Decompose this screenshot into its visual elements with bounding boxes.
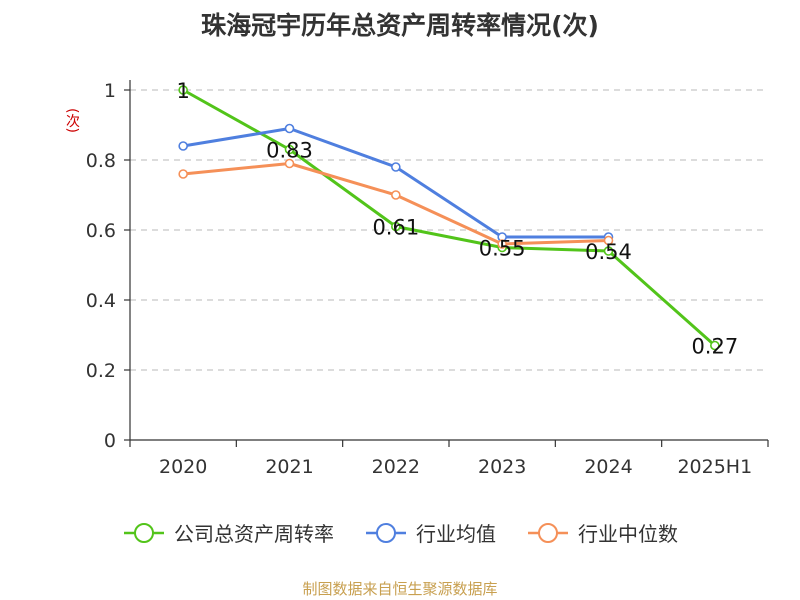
data-label: 0.55 xyxy=(479,237,526,261)
data-point xyxy=(603,235,614,246)
data-point xyxy=(284,123,295,134)
legend-item-2[interactable]: 行业中位数 xyxy=(526,518,678,547)
y-tick-label: 0.2 xyxy=(86,360,116,382)
legend-item-1[interactable]: 行业均值 xyxy=(364,518,496,547)
y-axis-unit: (次) xyxy=(64,108,80,133)
legend-marker xyxy=(124,522,164,543)
y-tick-label: 1 xyxy=(104,80,116,102)
grid-lines xyxy=(130,89,768,371)
data-point xyxy=(284,144,295,155)
legend: 公司总资产周转率 行业均值 行业中位数 xyxy=(0,518,800,547)
data-point xyxy=(603,246,614,256)
legend-marker xyxy=(366,522,406,543)
axes: 0 0.2 0.4 0.6 0.8 1 2020 2021 2022 2023 2024 2025H1 xyxy=(86,80,769,478)
y-tick-label: 0 xyxy=(104,430,116,452)
legend-label: 行业均值 xyxy=(416,522,496,546)
data-label: 0.61 xyxy=(372,216,419,240)
chart-title: 珠海冠宇历年总资产周转率情况(次) xyxy=(201,11,599,40)
x-tick-label: 2023 xyxy=(478,456,526,478)
legend-label: 公司总资产周转率 xyxy=(174,522,334,546)
series-lines xyxy=(178,85,720,351)
data-label: 0.83 xyxy=(266,139,313,163)
source-note: 制图数据来自恒生聚源数据库 xyxy=(302,580,498,598)
data-point xyxy=(284,158,295,169)
data-label: 0.27 xyxy=(691,335,738,359)
data-point xyxy=(178,169,188,179)
data-label: 1 xyxy=(176,79,189,103)
legend-label: 行业中位数 xyxy=(578,522,678,546)
y-tick-label: 0.4 xyxy=(86,290,116,312)
x-tick-label: 2022 xyxy=(372,456,420,478)
y-tick-label: 0.8 xyxy=(86,150,116,172)
data-point xyxy=(391,162,401,172)
data-point xyxy=(391,221,401,232)
x-tick-label: 2024 xyxy=(584,456,632,478)
data-labels: 1 0.83 0.61 0.55 0.54 0.27 xyxy=(176,79,738,359)
y-tick-label: 0.6 xyxy=(86,220,116,242)
data-point xyxy=(497,239,507,249)
x-tick-label: 2025H1 xyxy=(677,456,752,478)
data-point xyxy=(391,190,401,200)
data-label: 0.54 xyxy=(585,240,632,264)
data-point xyxy=(178,141,188,151)
data-point xyxy=(178,85,188,95)
data-point xyxy=(710,340,720,351)
legend-marker xyxy=(528,522,568,543)
x-tick-label: 2020 xyxy=(159,456,207,478)
x-tick-label: 2021 xyxy=(265,456,313,478)
series-line-0 xyxy=(182,88,716,347)
legend-item-0[interactable]: 公司总资产周转率 xyxy=(122,518,334,547)
